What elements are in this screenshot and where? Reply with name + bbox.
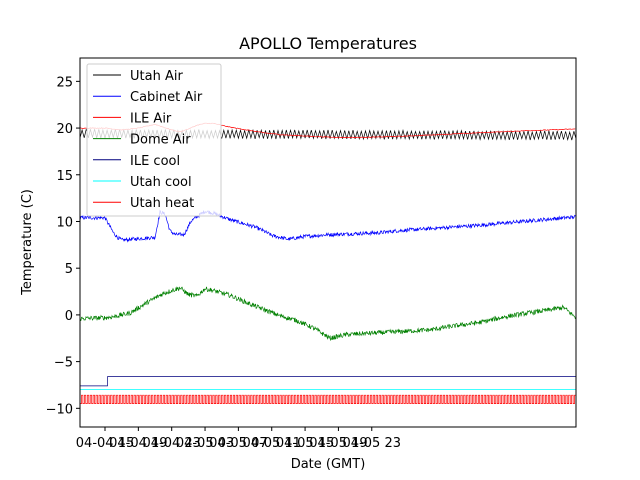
y-tick-label: 0: [65, 309, 73, 324]
x-axis-label: Date (GMT): [291, 457, 366, 472]
legend-label-utah-air: Utah Air: [130, 69, 183, 84]
y-tick-label: 10: [56, 215, 73, 230]
y-tick-label: 5: [65, 262, 73, 277]
series-line-dome-air: [80, 286, 576, 341]
x-tick-label: 04-05 23: [343, 436, 401, 451]
y-axis-label: Temperature (C): [20, 189, 35, 296]
x-tick-label: 04-04 19: [109, 436, 167, 451]
legend-box: [86, 63, 222, 217]
legend-label-utah-cool: Utah cool: [130, 175, 192, 190]
legend-label-ile-air: ILE Air: [130, 111, 172, 126]
legend-label-cabinet-air: Cabinet Air: [130, 90, 203, 105]
y-tick-label: −5: [54, 356, 73, 371]
x-tick-label: 04-04 15: [76, 436, 134, 451]
x-tick-label: 04-04 23: [142, 436, 200, 451]
legend-label-utah-heat: Utah heat: [130, 196, 194, 211]
x-tick-label: 04-05 11: [243, 436, 301, 451]
legend-label-dome-air: Dome Air: [130, 133, 191, 148]
chart-title: APOLLO Temperatures: [239, 34, 417, 53]
y-tick-label: 20: [56, 122, 73, 137]
x-tick-label: 04-05 03: [176, 436, 234, 451]
series-line-utah-heat: [80, 394, 576, 404]
x-tick-label: 04-05 07: [209, 436, 267, 451]
y-tick-label: −10: [46, 402, 73, 417]
legend: Utah Air Cabinet Air ILE Air Dome Air ILE co…: [86, 63, 222, 217]
x-tick-label: 04-05 19: [309, 436, 367, 451]
legend-label-ile-cool: ILE cool: [130, 154, 180, 169]
y-axis: 25 20 15 10 5 0 −5 −10: [46, 75, 80, 417]
x-tick-label: 04-05 15: [276, 436, 334, 451]
y-tick-label: 15: [56, 169, 73, 184]
series-line-ile-cool: [80, 376, 576, 387]
plot-frame: [79, 57, 577, 428]
y-tick-label: 25: [56, 75, 73, 90]
